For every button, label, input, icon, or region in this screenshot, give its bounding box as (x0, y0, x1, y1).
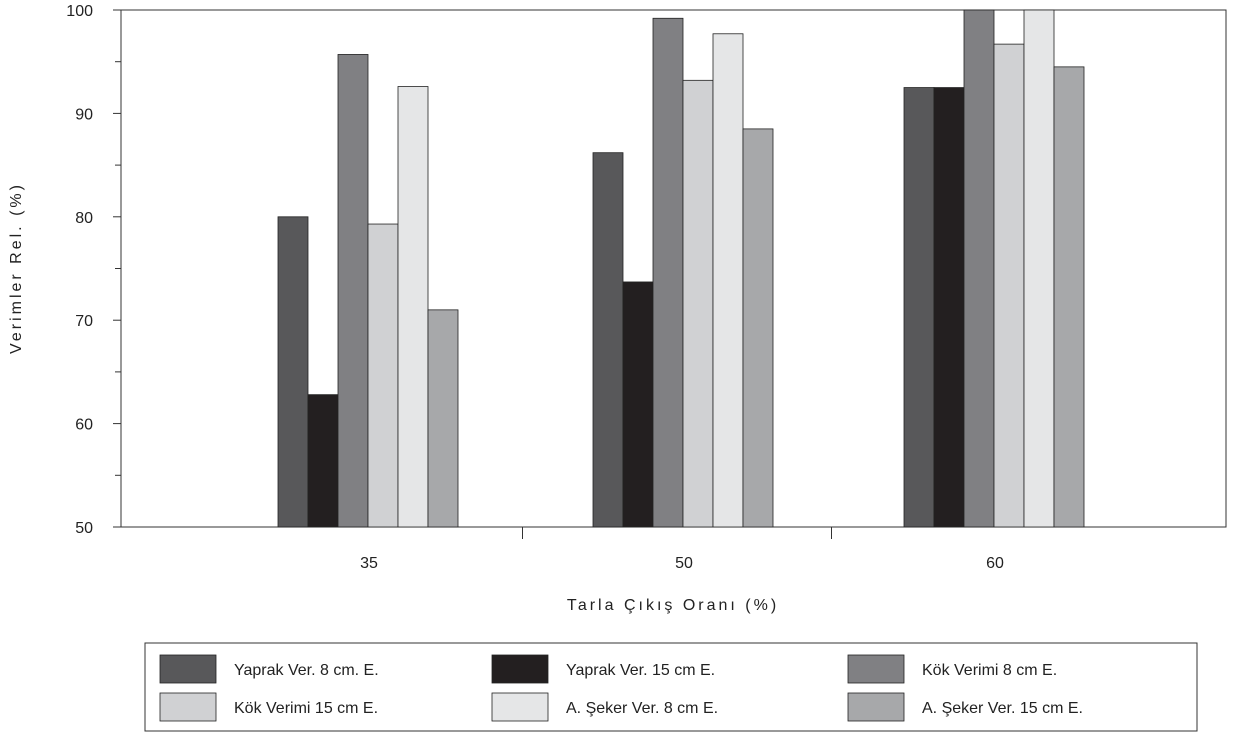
legend-swatch (159, 692, 217, 722)
bar-60-series-3 (963, 9, 995, 528)
y-axis-title: Verimler Rel. (%) (8, 182, 25, 354)
bar-60-series-6 (1053, 66, 1085, 528)
legend-frame (144, 642, 1198, 732)
bar-50-series-2 (622, 281, 654, 528)
bar-60-series-2 (933, 87, 965, 528)
bar-35-series-3 (337, 54, 369, 528)
bar-series-group (277, 9, 1085, 528)
y-tick-label: 60 (75, 417, 93, 434)
legend-label: A. Şeker Ver. 15 cm E. (922, 700, 1083, 717)
y-tick-label: 100 (66, 3, 93, 20)
bar-35-series-4 (367, 223, 399, 528)
y-tick-label: 70 (75, 313, 93, 330)
bar-60-series-4 (993, 43, 1025, 528)
legend-swatch (159, 654, 217, 684)
y-axis: 50 60 70 80 90 100 (66, 3, 121, 537)
y-tick-label: 50 (75, 520, 93, 537)
bar-60-series-1 (903, 87, 935, 528)
bar-35-series-2 (307, 394, 339, 528)
y-tick-label: 90 (75, 106, 93, 123)
bar-50-series-3 (652, 17, 684, 528)
bar-50-series-4 (682, 79, 714, 528)
bar-50-series-5 (712, 33, 744, 528)
legend: Yaprak Ver. 8 cm. E. Yaprak Ver. 15 cm E.… (144, 642, 1198, 732)
y-tick-label: 80 (75, 210, 93, 227)
bar-50-series-6 (742, 128, 774, 528)
bar-35-series-6 (427, 309, 459, 528)
legend-swatch (847, 692, 905, 722)
x-tick-label: 50 (675, 555, 693, 572)
legend-swatch (491, 654, 549, 684)
x-axis-title: Tarla Çıkış Oranı (%) (567, 597, 779, 614)
x-tick-label: 60 (986, 555, 1004, 572)
legend-label: Kök Verimi 8 cm E. (922, 662, 1057, 679)
bar-35-series-1 (277, 216, 309, 528)
legend-swatch (847, 654, 905, 684)
bar-50-series-1 (592, 152, 624, 528)
legend-label: Kök Verimi 15 cm E. (234, 700, 378, 717)
legend-swatch (491, 692, 549, 722)
x-axis: 35 50 60 (360, 527, 1004, 572)
bar-60-series-5 (1023, 9, 1055, 528)
legend-label: A. Şeker Ver. 8 cm E. (566, 700, 718, 717)
x-tick-label: 35 (360, 555, 378, 572)
bar-35-series-5 (397, 86, 429, 528)
legend-label: Yaprak Ver. 8 cm. E. (234, 662, 379, 679)
legend-label: Yaprak Ver. 15 cm E. (566, 662, 715, 679)
